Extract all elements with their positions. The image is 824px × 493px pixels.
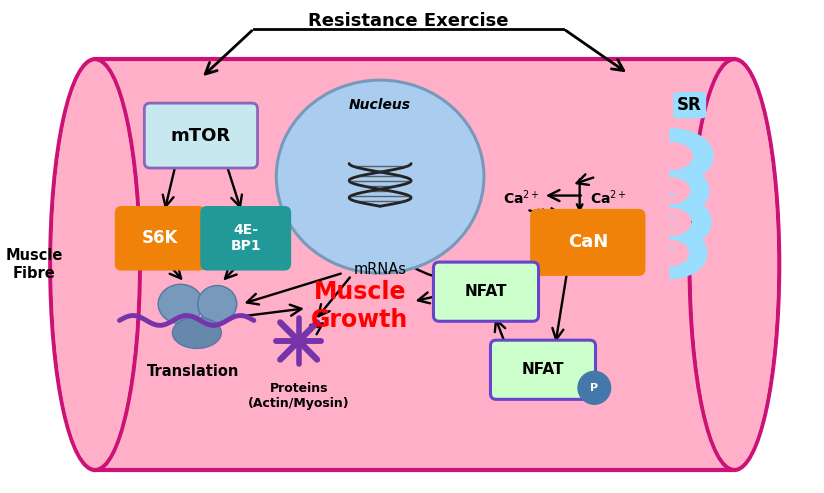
Text: NFAT: NFAT (465, 284, 508, 299)
Text: Translation: Translation (147, 364, 239, 379)
Ellipse shape (50, 59, 140, 470)
FancyBboxPatch shape (95, 59, 734, 470)
FancyBboxPatch shape (531, 210, 644, 275)
Text: S6K: S6K (142, 229, 178, 247)
Ellipse shape (276, 80, 484, 273)
Text: 4E-
BP1: 4E- BP1 (231, 223, 261, 253)
Text: Proteins
(Actin/Myosin): Proteins (Actin/Myosin) (248, 382, 349, 410)
Text: Resistance Exercise: Resistance Exercise (308, 11, 509, 30)
FancyBboxPatch shape (490, 340, 596, 399)
Text: Muscle
Growth: Muscle Growth (311, 280, 409, 332)
Ellipse shape (158, 284, 203, 324)
FancyBboxPatch shape (201, 207, 290, 270)
Ellipse shape (690, 59, 780, 470)
Ellipse shape (691, 62, 777, 467)
Text: Ca$^{2+}$: Ca$^{2+}$ (503, 188, 540, 207)
FancyBboxPatch shape (144, 103, 258, 168)
Ellipse shape (52, 62, 138, 467)
Text: Ca$^{2+}$: Ca$^{2+}$ (590, 188, 626, 207)
Text: CaN: CaN (568, 233, 608, 251)
Circle shape (578, 371, 611, 404)
Ellipse shape (198, 285, 236, 322)
Ellipse shape (172, 317, 222, 349)
Text: P: P (590, 383, 598, 393)
Text: SR: SR (677, 96, 702, 114)
Text: NFAT: NFAT (522, 362, 564, 377)
FancyBboxPatch shape (116, 207, 204, 270)
Text: mTOR: mTOR (171, 127, 231, 144)
Text: Muscle
Fibre: Muscle Fibre (5, 248, 63, 281)
FancyBboxPatch shape (433, 262, 539, 321)
Text: mRNAs: mRNAs (353, 262, 406, 277)
Text: Nucleus: Nucleus (349, 98, 411, 112)
